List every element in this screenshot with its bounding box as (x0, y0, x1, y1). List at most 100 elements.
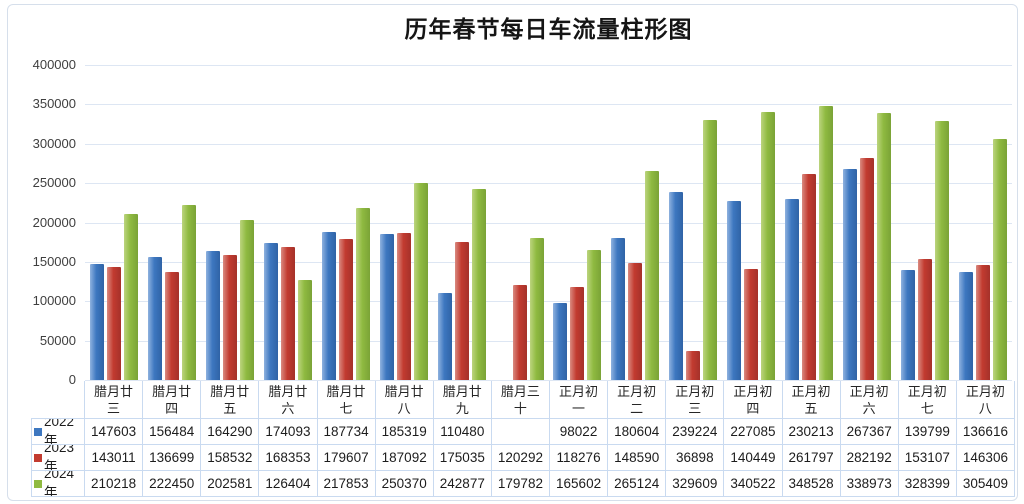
y-axis: 400000 350000 300000 250000 200000 150000 1000… (0, 57, 76, 387)
value-cell: 147603 (85, 419, 144, 445)
value-cell: 328399 (898, 471, 957, 497)
bar (976, 265, 991, 380)
bar-group (606, 65, 664, 380)
y-axis-tick-label: 350000 (32, 96, 76, 112)
bar-group (433, 65, 491, 380)
chart-title: 历年春节每日车流量柱形图 (404, 16, 693, 42)
gridline (85, 143, 1012, 145)
bar-series-area (85, 65, 1012, 380)
y-axis-tick-label: 0 (68, 372, 76, 387)
value-cell: 143011 (85, 445, 144, 471)
value-cell: 174093 (259, 419, 318, 445)
value-cell: 175035 (433, 445, 492, 471)
value-cell: 140449 (724, 445, 783, 471)
category-header-cell: 腊月廿 八 (375, 381, 434, 419)
value-cell: 282192 (840, 445, 899, 471)
category-header-cell: 腊月廿 九 (433, 381, 492, 419)
value-cell: 187734 (317, 419, 376, 445)
value-cell: 180604 (608, 419, 667, 445)
y-axis-tick-label: 400000 (32, 57, 76, 72)
bar-group (143, 65, 201, 380)
bar (263, 243, 278, 380)
bar (413, 183, 428, 380)
value-cell: 222450 (143, 471, 202, 497)
value-cell: 230213 (782, 419, 841, 445)
bar-group (85, 65, 143, 380)
bar (802, 174, 817, 380)
bar (611, 238, 626, 380)
series-row-label: 2024年 (31, 471, 85, 497)
bar (437, 293, 452, 380)
value-cell: 146306 (956, 445, 1015, 471)
bar (645, 171, 660, 380)
value-cell: 98022 (550, 419, 609, 445)
legend-color-marker-icon (34, 453, 42, 462)
value-cell: 338973 (840, 471, 899, 497)
bar (205, 251, 220, 380)
value-cell: 118276 (550, 445, 609, 471)
value-cell: 136699 (143, 445, 202, 471)
category-header-cell: 正月初 二 (608, 381, 667, 419)
bar (222, 255, 237, 380)
bar (761, 112, 776, 380)
gridline (85, 380, 1012, 381)
bar (355, 208, 370, 380)
bar (959, 272, 974, 380)
y-axis-tick-label: 300000 (32, 135, 76, 151)
bar (512, 285, 527, 380)
value-cell: 120292 (491, 445, 550, 471)
series-row-label: 2023年 (31, 445, 85, 471)
bar (181, 205, 196, 380)
value-cell: 148590 (608, 445, 667, 471)
bar-group (259, 65, 317, 380)
bar-group (896, 65, 954, 380)
y-axis-tick-label: 50000 (39, 332, 76, 348)
gridline (85, 340, 1012, 342)
value-cell: 210218 (85, 471, 144, 497)
y-axis-tick-label: 200000 (32, 214, 76, 230)
bar-group (201, 65, 259, 380)
bar (669, 192, 684, 380)
category-header-cell: 腊月廿 六 (259, 381, 318, 419)
bar (471, 189, 486, 380)
value-cell: 250370 (375, 471, 434, 497)
value-cell: 242877 (433, 471, 492, 497)
bar (686, 351, 701, 380)
bar (744, 269, 759, 380)
bar (338, 239, 353, 380)
bar (529, 238, 544, 380)
value-cell: 139799 (898, 419, 957, 445)
category-header-cell: 正月初 五 (782, 381, 841, 419)
value-cell: 153107 (898, 445, 957, 471)
value-cell: 239224 (666, 419, 725, 445)
y-axis-tick-label: 150000 (32, 253, 76, 269)
bar-group (780, 65, 838, 380)
value-cell: 158532 (201, 445, 260, 471)
series-row-label: 2022年 (31, 419, 85, 445)
category-header-cell: 正月初 四 (724, 381, 783, 419)
bar (819, 106, 834, 380)
value-cell: 187092 (375, 445, 434, 471)
value-cell: 126404 (259, 471, 318, 497)
value-cell: 179782 (491, 471, 550, 497)
bar (860, 158, 875, 380)
value-cell: 305409 (956, 471, 1015, 497)
bar (877, 113, 892, 380)
bar (297, 280, 312, 380)
value-cell: 36898 (666, 445, 725, 471)
value-cell: 168353 (259, 445, 318, 471)
bar (454, 242, 469, 380)
legend-color-marker-icon (34, 479, 42, 488)
value-cell: 110480 (433, 419, 492, 445)
bar (918, 259, 933, 380)
gridline (85, 222, 1012, 224)
bar (147, 257, 162, 380)
bar (785, 199, 800, 380)
gridline (85, 104, 1012, 106)
gridline (85, 183, 1012, 185)
bar (587, 250, 602, 380)
bar (106, 267, 121, 380)
bar (993, 139, 1008, 380)
category-header-cell: 腊月三 十 (491, 381, 550, 419)
gridline (85, 301, 1012, 303)
